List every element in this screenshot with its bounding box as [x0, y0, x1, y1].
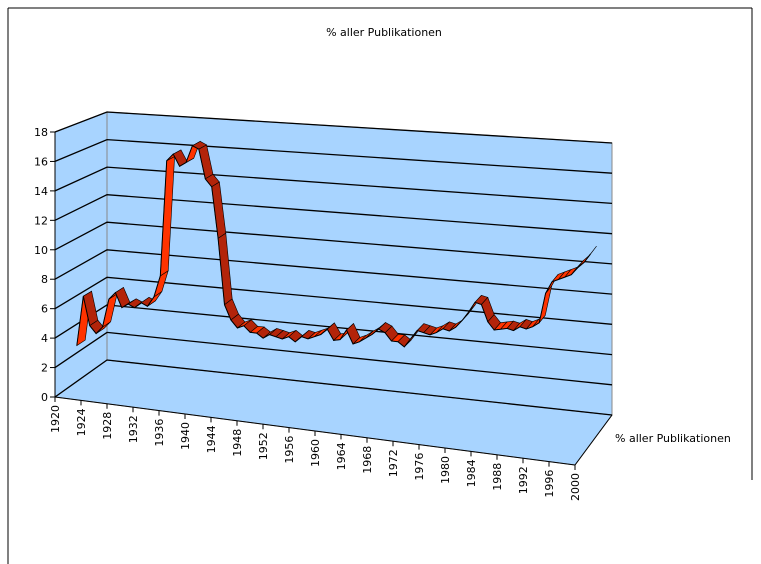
grid-line: [54, 166, 613, 205]
x-tick-label: 1928: [101, 412, 114, 440]
y-tick-label: 10: [34, 244, 48, 257]
y-tick-label: 16: [34, 155, 48, 168]
x-tick-label: 1936: [153, 419, 166, 447]
depth-axis: [574, 414, 613, 466]
x-tick-label: 1952: [257, 432, 270, 460]
y-tick-label: 4: [41, 332, 48, 345]
grid-line: [54, 249, 613, 295]
x-tick-label: 1980: [439, 456, 452, 484]
grid-line: [54, 194, 613, 235]
x-tick-label: 1984: [465, 459, 478, 487]
chart-title: % aller Publikationen: [326, 26, 442, 39]
y-tick-label: 0: [41, 391, 48, 404]
x-tick-label: 1964: [335, 442, 348, 470]
x-tick-label: 2000: [569, 473, 582, 501]
y-tick-label: 6: [41, 303, 48, 316]
x-tick-label: 1940: [179, 422, 192, 450]
x-tick-label: 1944: [205, 425, 218, 453]
x-tick-label: 1976: [413, 453, 426, 481]
x-tick-label: 1960: [309, 439, 322, 467]
x-tick-label: 1920: [49, 405, 62, 433]
grid-line: [54, 331, 613, 386]
grid-line: [54, 359, 613, 416]
y-tick-label: 18: [34, 126, 48, 139]
x-tick-label: 1988: [491, 463, 504, 491]
grid-line: [54, 304, 613, 356]
x-tick-label: 1972: [387, 449, 400, 477]
x-tick-label: 1948: [231, 429, 244, 457]
x-tick-label: 1924: [75, 408, 88, 436]
y-tick-label: 14: [34, 185, 48, 198]
x-tick-label: 1956: [283, 436, 296, 464]
grid-line: [54, 276, 613, 325]
grid-line: [54, 111, 613, 144]
x-tick-label: 1996: [543, 470, 556, 498]
x-tick-label: 1992: [517, 466, 530, 494]
data-line: [76, 144, 591, 348]
x-tick-label: 1932: [127, 415, 140, 443]
depth-axis-label: % aller Publikationen: [615, 432, 731, 445]
y-tick-label: 12: [34, 214, 48, 227]
grid-line: [54, 221, 613, 265]
y-tick-label: 8: [41, 273, 48, 286]
grid-line: [54, 138, 613, 174]
y-tick-label: 2: [41, 362, 48, 375]
x-tick-label: 1968: [361, 446, 374, 474]
